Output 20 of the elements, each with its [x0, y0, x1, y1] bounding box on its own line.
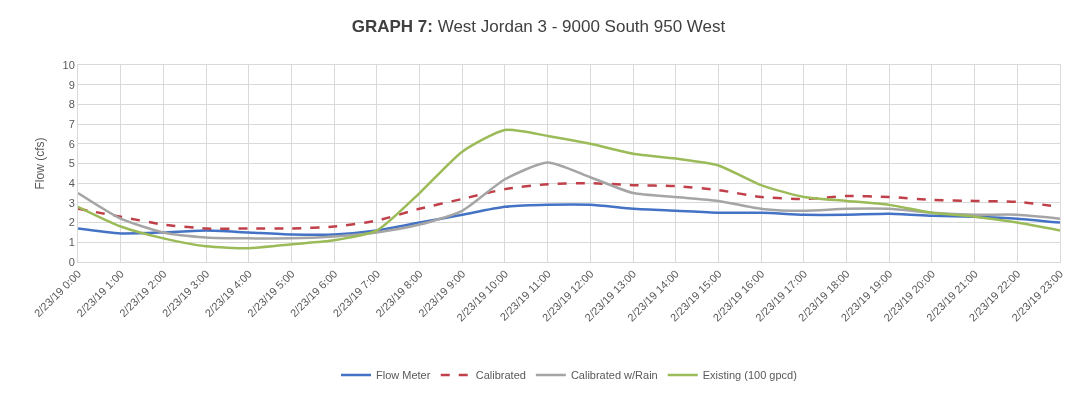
y-tick-label: 5	[68, 157, 75, 170]
y-tick-label: 1	[68, 236, 75, 249]
y-tick-label: 4	[68, 177, 75, 190]
y-tick-label: 7	[68, 117, 75, 130]
legend-label: Calibrated	[475, 369, 526, 382]
y-tick-label: 9	[68, 78, 75, 91]
line-series	[78, 161, 1060, 240]
legend-label: Existing (100 gpcd)	[702, 369, 797, 382]
chart-title: GRAPH 7: West Jordan 3 - 9000 South 950 West	[351, 17, 726, 36]
legend-label: Calibrated w/Rain	[570, 369, 658, 382]
line-series	[78, 203, 1060, 236]
y-axis-title: Flow (cfs)	[33, 137, 47, 190]
legend-label: Flow Meter	[376, 369, 431, 382]
line-series	[78, 128, 1060, 250]
y-tick-label: 6	[68, 137, 75, 150]
y-tick-label: 8	[68, 98, 75, 111]
y-tick-label: 3	[68, 196, 75, 209]
y-tick-label: 10	[62, 58, 75, 71]
y-tick-label: 2	[68, 216, 75, 229]
y-tick-label: 0	[68, 255, 75, 268]
